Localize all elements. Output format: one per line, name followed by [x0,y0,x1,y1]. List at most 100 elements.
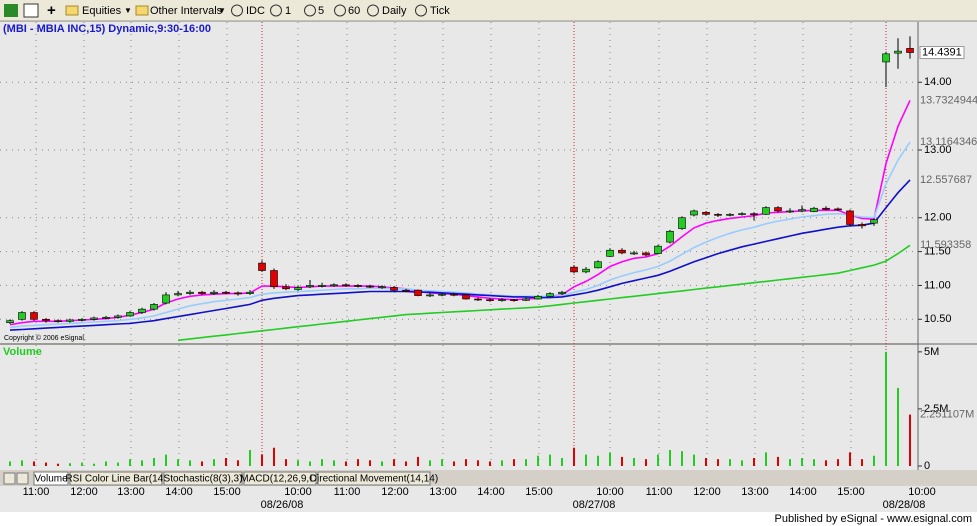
candle-body [138,308,146,313]
candle-body [378,286,386,289]
x-tick-label: 14:00 [789,486,817,498]
indicator-value-label: 13.1164346 [920,136,977,148]
candle-body [210,291,218,294]
value-axis [918,22,977,470]
candle-body [498,299,506,301]
candle-body [810,207,818,212]
toolbar-item[interactable]: 60 [348,5,360,17]
scroll-left[interactable] [3,472,16,485]
tab-label[interactable]: Directional Movement(14,14) [310,474,438,485]
footer-bar [0,512,977,526]
x-tick-label: 15:00 [525,486,553,498]
candle-body [870,219,878,224]
scroll-right[interactable] [16,472,29,485]
y-tick-label: 11.00 [924,279,951,291]
candle-body [474,298,482,301]
icon-radio[interactable] [304,4,316,17]
tab-label[interactable]: MACD(12,26,9,C) [240,474,319,485]
candle-body [342,284,350,287]
candle-body [822,207,830,210]
chart-title: (MBI - MBIA INC,15) Dynamic,9:30-16:00 [3,23,211,35]
tab[interactable] [317,471,431,486]
candle-body [366,285,374,288]
tab-label[interactable]: Volume [34,474,68,485]
candle-body [606,249,614,257]
date-label: 08/27/08 [573,499,616,511]
volume-label: Volume [3,346,42,358]
candle-body [882,53,890,63]
candle-body [282,286,290,290]
candle-body [186,291,194,294]
toolbar-item[interactable]: Daily [382,5,407,17]
tab[interactable] [33,471,69,486]
indicator-value-label: 12.557687 [920,174,972,186]
candle-body [642,252,650,256]
toolbar-item[interactable]: IDC [246,5,265,17]
tab[interactable] [243,471,317,486]
candle-body [66,319,74,322]
candle-body [438,293,446,296]
price-pane [0,22,918,343]
candle-body [354,285,362,287]
dropdown-arrow[interactable]: ▼ [124,6,132,15]
toolbar-item[interactable]: 1 [285,5,291,17]
candle-body [738,213,746,215]
tab[interactable] [163,471,243,486]
x-tick-label: 11:00 [23,486,50,498]
indicator-line [177,244,911,342]
icon-page[interactable] [23,3,39,18]
candle-body [630,252,638,255]
x-tick-label: 11:00 [334,486,361,498]
candle-body [270,270,278,288]
x-tick-label: 10:00 [596,486,624,498]
candle-body [54,320,62,322]
indicator-line [9,179,911,331]
icon-plus[interactable]: + [47,2,56,19]
date-label: 08/28/08 [883,499,926,511]
y-tick-label: 12.00 [924,212,952,224]
x-tick-label: 14:00 [477,486,505,498]
candle-body [654,245,662,254]
icon-folder[interactable] [65,5,79,16]
candle-body [30,312,38,320]
indicator-line [9,100,911,326]
candle-body [618,249,626,254]
tab-label[interactable]: Stochastic(8(3),3) [164,474,243,485]
icon-chart[interactable] [4,4,18,17]
tab-label[interactable]: RSI Color Line Bar(14) [65,474,166,485]
icon-radio[interactable] [231,4,243,17]
toolbar-item[interactable]: Tick [430,5,450,17]
y-tick-label: 11.50 [924,245,951,257]
toolbar-item[interactable]: Equities [82,5,122,17]
icon-radio[interactable] [334,4,346,17]
icon-folder[interactable] [135,5,149,16]
candle-body [462,294,470,300]
candle-body [294,287,302,290]
tab[interactable] [69,471,163,486]
dropdown-arrow[interactable]: ▼ [218,6,226,15]
last-price-box [919,46,965,60]
candle-body [510,299,518,301]
x-tick-label: 14:00 [165,486,193,498]
date-label: 08/26/08 [261,499,304,511]
y-tick-label: 10.50 [924,313,952,325]
candle-body [6,320,14,323]
toolbar-item[interactable]: 5 [318,5,324,17]
candle-body [18,312,26,320]
toolbar-item[interactable]: Other Intervals [150,5,223,17]
icon-radio[interactable] [270,4,282,17]
x-tick-label: 13:00 [429,486,457,498]
indicator-value-label: 13.7324944 [920,94,977,106]
candle-body [330,284,338,287]
icon-radio[interactable] [367,4,379,17]
icon-radio[interactable] [415,4,427,17]
candle-body [126,312,134,317]
y-tick-label: 2.5M [924,403,948,415]
candle-body [534,295,542,300]
candle-body [174,293,182,296]
last-price-label: 14.4391 [922,46,962,58]
candle-body [786,210,794,213]
candle-body [198,291,206,294]
